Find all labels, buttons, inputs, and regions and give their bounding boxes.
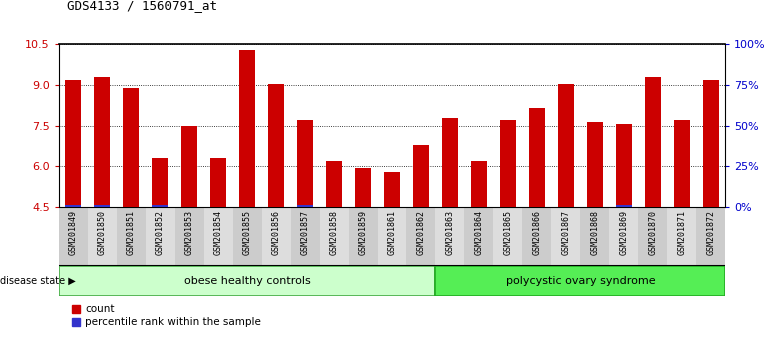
Bar [239,50,255,207]
Text: GSM201862: GSM201862 [416,210,426,255]
Text: GSM201871: GSM201871 [677,210,686,255]
Bar [65,80,82,207]
Text: GDS4133 / 1560791_at: GDS4133 / 1560791_at [67,0,216,12]
Text: GSM201861: GSM201861 [387,210,397,255]
Text: GSM201857: GSM201857 [300,210,310,255]
Bar [59,266,435,296]
Bar [464,207,493,266]
Bar [644,77,661,207]
Bar [94,205,111,207]
Bar [181,126,197,207]
Bar [146,207,175,266]
Bar [413,145,429,207]
Text: GSM201867: GSM201867 [561,210,570,255]
Bar [493,207,522,266]
Bar [500,120,516,207]
Text: GSM201858: GSM201858 [329,210,339,255]
Bar [406,207,435,266]
Bar [702,80,719,207]
Text: GSM201868: GSM201868 [590,210,599,255]
Bar [551,207,580,266]
Bar [94,77,111,207]
Bar [435,207,464,266]
Bar [175,207,204,266]
Bar [529,108,545,207]
Bar [587,122,603,207]
Bar [471,161,487,207]
Bar [268,84,284,207]
Text: GSM201855: GSM201855 [242,210,252,255]
Text: GSM201866: GSM201866 [532,210,542,255]
Bar [152,158,169,207]
Bar [349,207,378,266]
Bar [558,84,574,207]
Bar [297,205,313,207]
Bar [204,207,233,266]
Text: GSM201853: GSM201853 [185,210,194,255]
Text: GSM201856: GSM201856 [271,210,281,255]
Bar [326,161,342,207]
Bar [210,158,226,207]
Bar [615,205,632,207]
Bar [580,207,609,266]
Text: GSM201849: GSM201849 [69,210,78,255]
Bar [522,207,551,266]
Bar [638,207,667,266]
Text: GSM201859: GSM201859 [358,210,368,255]
Bar [673,120,690,207]
Bar [291,207,320,266]
Bar [233,207,262,266]
Text: GSM201865: GSM201865 [503,210,513,255]
Text: GSM201854: GSM201854 [214,210,223,255]
Bar [65,205,82,207]
Bar [123,88,140,207]
Bar [442,118,458,207]
Bar [667,207,696,266]
Text: GSM201870: GSM201870 [648,210,657,255]
Text: GSM201863: GSM201863 [445,210,455,255]
Text: GSM201872: GSM201872 [706,210,715,255]
Text: GSM201852: GSM201852 [156,210,165,255]
Bar [262,207,291,266]
Bar [378,207,406,266]
Bar [696,207,725,266]
Bar [59,207,88,266]
Bar [355,168,371,207]
Bar [384,172,400,207]
Bar [615,124,632,207]
Text: GSM201850: GSM201850 [98,210,107,255]
Bar [117,207,146,266]
Bar [320,207,349,266]
Bar [152,205,169,207]
Text: GSM201864: GSM201864 [474,210,484,255]
Text: GSM201869: GSM201869 [619,210,628,255]
Text: GSM201851: GSM201851 [127,210,136,255]
Bar [297,120,313,207]
Legend: count, percentile rank within the sample: count, percentile rank within the sample [72,304,261,327]
Text: obese healthy controls: obese healthy controls [183,275,310,286]
Text: disease state ▶: disease state ▶ [0,275,76,286]
Bar [435,266,725,296]
Bar [609,207,638,266]
Bar [88,207,117,266]
Text: polycystic ovary syndrome: polycystic ovary syndrome [506,275,655,286]
